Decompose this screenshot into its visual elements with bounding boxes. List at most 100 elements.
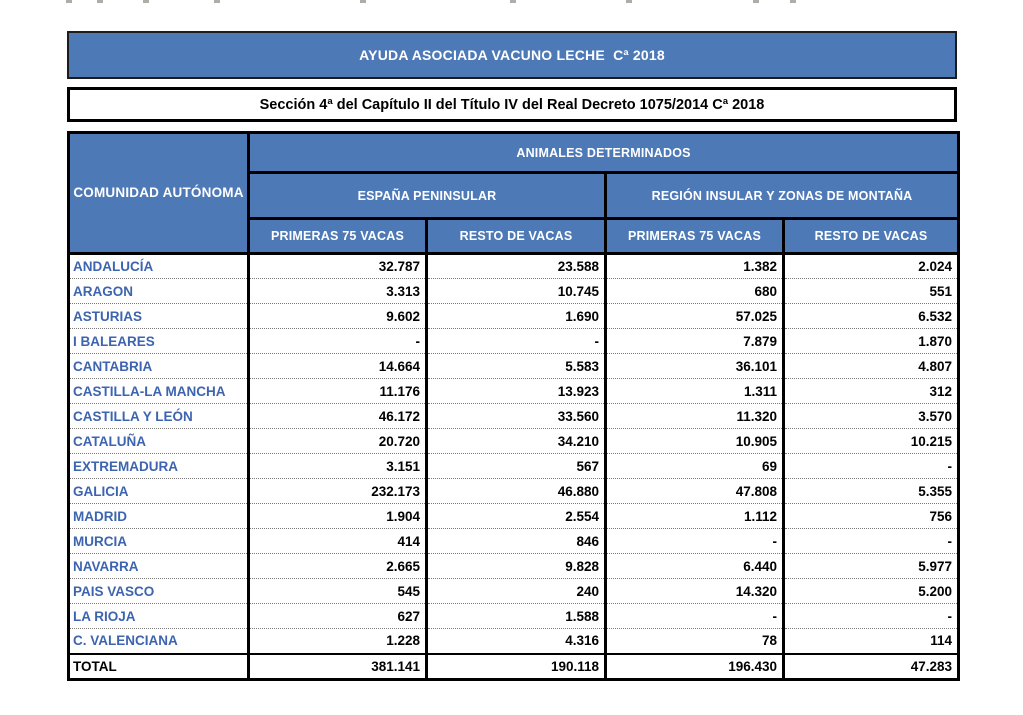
row-label-comunidad: C. VALENCIANA (67, 628, 250, 654)
subgroup-header-region-insular: REGIÓN INSULAR Y ZONAS DE MONTAÑA (603, 171, 961, 220)
column-header-comunidad-autonoma: COMUNIDAD AUTÓNOMA (67, 131, 250, 255)
cell-value: - (247, 328, 428, 354)
cell-value: 10.745 (425, 278, 607, 304)
cell-value: 756 (781, 503, 961, 529)
cell-value: 5.583 (425, 353, 607, 379)
table-row: CATALUÑA 20.720 34.210 10.905 10.215 (67, 428, 961, 454)
cell-value: 1.228 (247, 628, 428, 654)
cell-value: 2.665 (247, 553, 428, 579)
cell-value: 414 (247, 528, 428, 554)
cell-value: 11.320 (604, 403, 785, 429)
table-row: CASTILLA Y LEÓN 46.172 33.560 11.320 3.570 (67, 403, 961, 429)
cell-value: 232.173 (247, 478, 428, 504)
table-row: LA RIOJA 627 1.588- - (67, 603, 961, 629)
cell-value: 57.025 (604, 303, 785, 329)
cell-value: 32.787 (247, 253, 428, 279)
total-value: 381.141 (247, 652, 428, 680)
table-row: PAIS VASCO 545 240 14.320 5.200 (67, 578, 961, 604)
table-row: GALICIA 232.173 46.880 47.808 5.355 (67, 478, 961, 504)
report-subtitle-bar: Sección 4ª del Capítulo II del Título IV… (67, 87, 957, 122)
table-row: MURCIA 414 846- - (67, 528, 961, 554)
cell-value: 2.024 (781, 253, 961, 279)
table-body: ANDALUCÍA 32.787 23.588 1.382 2.024 ARAGON 3.3… (67, 253, 961, 654)
cell-value: 9.828 (425, 553, 607, 579)
cell-value: 680 (604, 278, 785, 304)
row-label-comunidad: LA RIOJA (67, 603, 250, 629)
total-value: 47.283 (781, 652, 961, 680)
row-label-comunidad: CANTABRIA (67, 353, 250, 379)
cell-value: 10.905 (604, 428, 785, 454)
cell-value: 13.923 (425, 378, 607, 404)
row-label-comunidad: MADRID (67, 503, 250, 529)
cell-value: 1.588 (425, 603, 607, 629)
cell-value: 46.880 (425, 478, 607, 504)
cell-value: 7.879 (604, 328, 785, 354)
cell-value: 312 (781, 378, 961, 404)
cell-value: - (781, 453, 961, 479)
cell-value: 240 (425, 578, 607, 604)
cell-value: 47.808 (604, 478, 785, 504)
row-label-comunidad: CASTILLA-LA MANCHA (67, 378, 250, 404)
report-subtitle: Sección 4ª del Capítulo II del Título IV… (259, 96, 765, 113)
table-row: MADRID 1.904 2.554 1.112 756 (67, 503, 961, 529)
subgroup-header-espana-peninsular: ESPAÑA PENINSULAR (247, 171, 607, 220)
row-label-comunidad: CASTILLA Y LEÓN (67, 403, 250, 429)
cell-value: 69 (604, 453, 785, 479)
table-row: CANTABRIA 14.664 5.583 36.101 4.807 (67, 353, 961, 379)
cell-value: 627 (247, 603, 428, 629)
row-label-comunidad: NAVARRA (67, 553, 250, 579)
cell-value: 5.200 (781, 578, 961, 604)
row-label-comunidad: I BALEARES (67, 328, 250, 354)
cell-value: 3.570 (781, 403, 961, 429)
cell-value: 33.560 (425, 403, 607, 429)
cell-value: 23.588 (425, 253, 607, 279)
cell-value: 9.602 (247, 303, 428, 329)
table-row: ANDALUCÍA 32.787 23.588 1.382 2.024 (67, 253, 961, 279)
cell-value: 1.382 (604, 253, 785, 279)
cell-value: 1.904 (247, 503, 428, 529)
table-row: NAVARRA 2.665 9.828 6.440 5.977 (67, 553, 961, 579)
table-row: EXTREMADURA 3.151 567 69- (67, 453, 961, 479)
ayuda-asociada-table: COMUNIDAD AUTÓNOMA ANIMALES DETERMINADOS… (67, 131, 961, 681)
row-label-comunidad: ANDALUCÍA (67, 253, 250, 279)
cell-value: 5.977 (781, 553, 961, 579)
cell-value: 78 (604, 628, 785, 654)
cell-value: 4.807 (781, 353, 961, 379)
cell-value: 10.215 (781, 428, 961, 454)
column-header-primeras-75-vacas-peninsular: PRIMERAS 75 VACAS (247, 217, 428, 255)
cell-value: 34.210 (425, 428, 607, 454)
cell-value: 20.720 (247, 428, 428, 454)
cell-value: 545 (247, 578, 428, 604)
cell-value: 551 (781, 278, 961, 304)
cell-value: - (781, 528, 961, 554)
cell-value: - (604, 528, 785, 554)
cell-value: 4.316 (425, 628, 607, 654)
cell-value: 46.172 (247, 403, 428, 429)
cell-value: 14.320 (604, 578, 785, 604)
table-row: ARAGON 3.313 10.745 680 551 (67, 278, 961, 304)
table-row: I BALEARES - -7.879 1.870 (67, 328, 961, 354)
cell-value: - (604, 603, 785, 629)
table-row: C. VALENCIANA 1.228 4.316 78 114 (67, 628, 961, 654)
column-header-resto-de-vacas-insular: RESTO DE VACAS (781, 217, 961, 255)
column-header-primeras-75-vacas-insular: PRIMERAS 75 VACAS (604, 217, 785, 255)
table-row: ASTURIAS 9.602 1.690 57.025 6.532 (67, 303, 961, 329)
cell-value: 6.440 (604, 553, 785, 579)
cell-value: 1.112 (604, 503, 785, 529)
row-label-comunidad: MURCIA (67, 528, 250, 554)
cell-value: 11.176 (247, 378, 428, 404)
cell-value: 14.664 (247, 353, 428, 379)
column-header-resto-de-vacas-peninsular: RESTO DE VACAS (425, 217, 607, 255)
cell-value: 567 (425, 453, 607, 479)
cell-value: 1.870 (781, 328, 961, 354)
cell-value: 36.101 (604, 353, 785, 379)
report-title-bar: AYUDA ASOCIADA VACUNO LECHE Cª 2018 (67, 31, 957, 79)
cell-value: - (781, 603, 961, 629)
cell-value: 1.690 (425, 303, 607, 329)
cell-value: 6.532 (781, 303, 961, 329)
row-label-comunidad: ASTURIAS (67, 303, 250, 329)
group-header-animales-determinados: ANIMALES DETERMINADOS (246, 131, 961, 174)
total-value: 190.118 (425, 652, 607, 680)
total-label: TOTAL (67, 652, 250, 680)
